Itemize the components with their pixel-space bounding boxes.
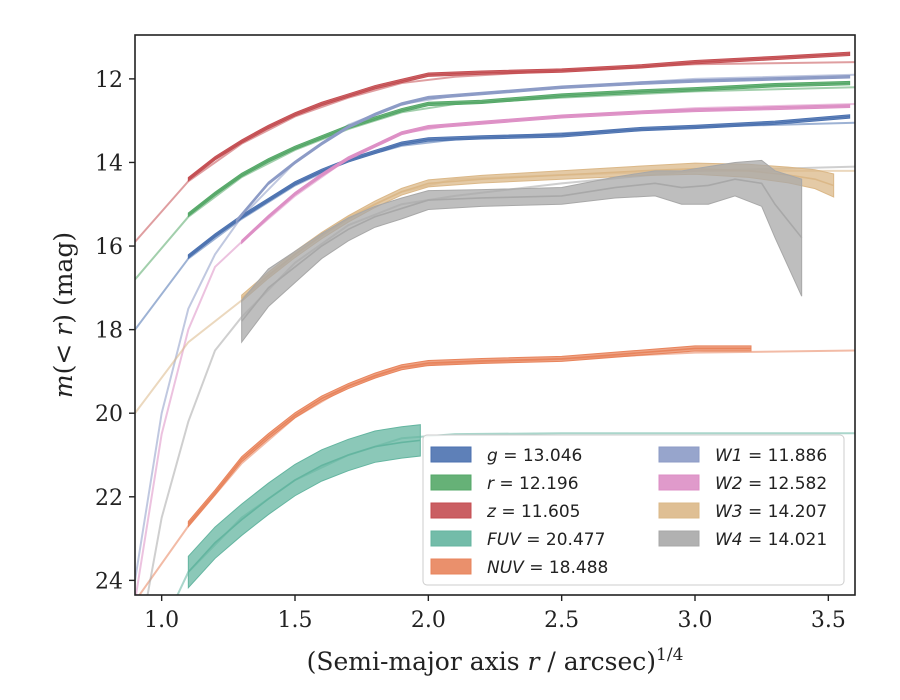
series-line-w2 [241,105,850,243]
x-tick-label: 3.5 [811,608,846,633]
legend-label-nuv: NUV = 18.488 [487,558,608,578]
series-line-fuv [187,439,421,573]
legend-swatch-w4 [658,530,700,547]
x-axis: 1.0 1.5 2.0 2.5 3.0 3.5 [144,595,846,633]
legend-label-r: r = 12.196 [487,474,579,494]
legend-label-w4: W4 = 14.021 [715,530,827,550]
x-tick-label: 3.0 [678,608,713,633]
plot-frame [134,34,856,596]
legend-label-w1: W1 = 11.886 [715,446,827,466]
legend-label-g: g = 13.046 [487,446,582,466]
band-fuv [187,424,421,589]
legend-swatch-g [430,446,472,463]
y-tick-label: 24 [95,569,123,594]
legend-swatch-nuv [430,558,472,575]
series-line-z [187,53,850,180]
legend-box [422,434,845,586]
legend-label-w3: W3 = 14.207 [715,502,827,522]
y-tick-label: 22 [95,486,123,511]
legend-swatch-z [430,502,472,519]
legend-swatch-w2 [658,474,700,491]
series-line-r [187,82,850,216]
y-tick-label: 18 [95,319,123,344]
plot-area [135,51,855,595]
x-tick-label: 1.5 [278,608,313,633]
x-axis-label: (Semi-major axis r / arcsec)1/4 [307,645,684,676]
legend-label-fuv: FUV = 20.477 [487,530,605,550]
series-line-g [187,115,850,258]
legend-swatch-w1 [658,446,700,463]
band-nuv [187,345,752,528]
series-line-nuv [187,347,751,525]
legend-swatch-fuv [430,530,472,547]
y-axis: 12 14 16 18 20 22 24 [95,68,135,594]
legend: g = 13.046 r = 12.196 z = 11.605 FUV = 20.4… [422,434,845,586]
x-tick-label: 2.5 [544,608,579,633]
y-tick-label: 20 [95,402,123,427]
x-tick-label: 1.0 [144,608,179,633]
legend-swatch-r [430,474,472,491]
band-w4 [241,159,803,344]
band-w2 [241,104,851,245]
y-tick-label: 16 [95,235,123,260]
legend-swatch-w3 [658,502,700,519]
band-w1 [235,75,851,224]
profile-line-w3 [135,169,855,414]
band-r [187,80,851,218]
legend-label-z: z = 11.605 [486,502,580,522]
band-z [187,51,851,182]
legend-label-w2: W2 = 12.582 [715,474,827,494]
band-g [187,114,851,260]
series-line-w4 [241,178,803,322]
y-axis-label: m(< r) (mag) [49,232,78,398]
y-tick-label: 14 [95,151,123,176]
y-tick-label: 12 [95,68,123,93]
x-tick-label: 2.0 [411,608,446,633]
series-line-w1 [235,75,850,222]
